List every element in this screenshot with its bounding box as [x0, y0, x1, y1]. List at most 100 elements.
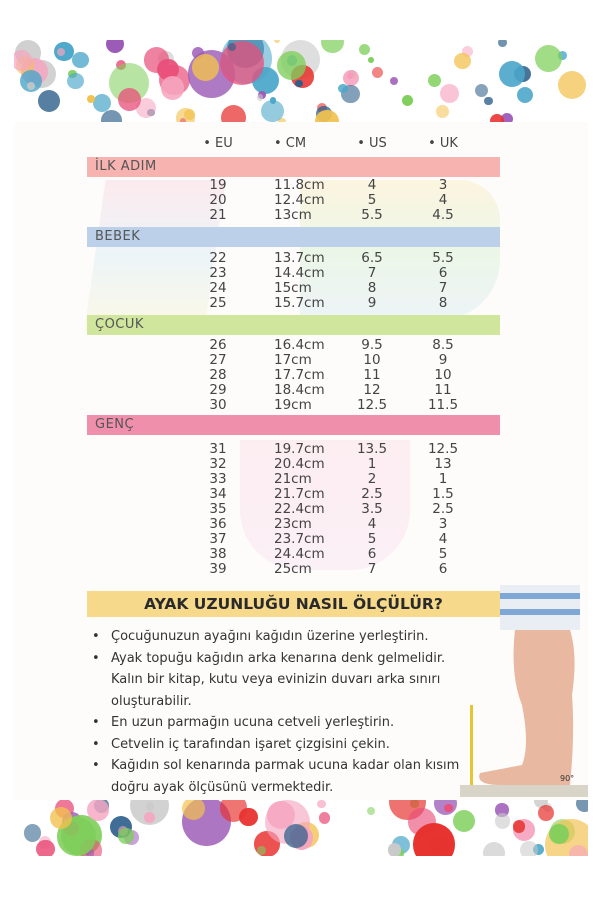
howto-steps: Çocuğunuzun ayağını kağıdın üzerine yerl…: [90, 626, 470, 798]
decorative-dot: [26, 82, 35, 91]
decorative-dot: [318, 812, 331, 824]
decorative-dot: [317, 800, 326, 808]
group-header: GENÇ: [87, 415, 500, 435]
decorative-dot: [284, 824, 309, 849]
decorative-dot: [93, 94, 112, 113]
cell-eu: 30: [209, 397, 227, 413]
table-row: 27 17cm 10 9: [0, 353, 600, 368]
cell-us: 13.5: [356, 441, 388, 457]
angle-label: 90°: [560, 774, 574, 783]
decorative-dot: [118, 88, 142, 112]
cell-us: 9: [367, 295, 377, 311]
cell-eu: 23: [209, 265, 227, 281]
table-row: 21 13cm 5.5 4.5: [0, 208, 600, 223]
decorative-dot: [143, 47, 170, 73]
cell-uk: 10: [434, 367, 452, 383]
cell-eu: 39: [209, 561, 227, 577]
cell-cm: 23cm: [274, 516, 312, 532]
table-row: 32 20.4cm 1 13: [0, 457, 600, 472]
cell-uk: 11.5: [427, 397, 459, 413]
decorative-dot: [494, 813, 511, 829]
footprint-watermark: [300, 180, 500, 320]
decorative-dot: [444, 803, 453, 813]
decorative-dots-top: [14, 40, 588, 122]
decorative-dot: [558, 51, 567, 60]
table-row: 19 11.8cm 4 3: [0, 178, 600, 193]
table-row: 20 12.4cm 5 4: [0, 193, 600, 208]
cell-us: 2: [367, 471, 377, 487]
cell-us: 12: [363, 382, 381, 398]
cell-cm: 12.4cm: [274, 192, 325, 208]
decorative-dot: [439, 83, 460, 104]
column-header-cm: • CM: [273, 136, 307, 151]
cell-eu: 25: [209, 295, 227, 311]
table-row: 22 13.7cm 6.5 5.5: [0, 251, 600, 266]
decorative-dot: [534, 45, 562, 73]
cell-us: 6.5: [361, 250, 383, 266]
cell-eu: 28: [209, 367, 227, 383]
decorative-dot: [274, 40, 281, 44]
decorative-dot: [67, 72, 84, 89]
cell-uk: 2.5: [432, 501, 454, 517]
column-header-eu: • EU: [203, 136, 233, 151]
decorative-dot: [71, 51, 89, 69]
decorative-dot: [260, 99, 284, 122]
cell-uk: 5: [438, 546, 448, 562]
cell-us: 9.5: [361, 337, 383, 353]
decorative-dot: [533, 844, 545, 856]
cell-uk: 6: [438, 561, 448, 577]
decorative-dot: [512, 820, 526, 834]
table-row: 23 14.4cm 7 6: [0, 266, 600, 281]
decorative-dot: [498, 40, 507, 47]
decorative-dot: [454, 52, 471, 70]
decorative-dot: [219, 800, 248, 822]
cell-eu: 31: [209, 441, 227, 457]
decorative-dot: [495, 803, 509, 817]
cell-eu: 32: [209, 456, 227, 472]
decorative-dot: [558, 71, 587, 100]
table-row: 25 15.7cm 9 8: [0, 296, 600, 311]
table-row: 26 16.4cm 9.5 8.5: [0, 338, 600, 353]
decorative-dot: [87, 800, 109, 821]
cell-eu: 35: [209, 501, 227, 517]
cell-eu: 37: [209, 531, 227, 547]
baby-leg-illustration: 90°: [460, 585, 588, 797]
column-header-uk: • UK: [428, 136, 458, 151]
cell-cm: 19cm: [274, 397, 312, 413]
cell-us: 1: [367, 456, 377, 472]
decorative-dot: [576, 800, 588, 813]
cell-eu: 20: [209, 192, 227, 208]
decorative-dot: [367, 807, 376, 816]
decorative-dot: [266, 800, 295, 829]
howto-step: Kağıdın sol kenarında parmak ucuna kadar…: [90, 755, 470, 798]
cell-eu: 21: [209, 207, 227, 223]
column-header-us: • US: [357, 136, 387, 151]
cell-eu: 26: [209, 337, 227, 353]
cell-us: 11: [363, 367, 381, 383]
cell-us: 2.5: [361, 486, 383, 502]
cell-eu: 19: [209, 177, 227, 193]
decorative-dot: [452, 809, 476, 833]
decorative-dot: [337, 83, 348, 94]
decorative-dot: [179, 118, 187, 122]
decorative-dot: [412, 822, 456, 856]
group-header: İLK ADIM: [87, 157, 500, 177]
cell-cm: 16.4cm: [274, 337, 325, 353]
decorative-dot: [19, 69, 42, 92]
cell-cm: 22.4cm: [274, 501, 325, 517]
decorative-dot: [321, 40, 344, 54]
cell-uk: 3: [438, 516, 448, 532]
decorative-dot: [359, 44, 371, 56]
decorative-dot: [278, 117, 286, 122]
decorative-dot: [23, 824, 42, 843]
decorative-dot: [86, 95, 95, 104]
decorative-dot: [482, 842, 506, 856]
decorative-dot: [368, 57, 375, 64]
cell-cm: 17cm: [274, 352, 312, 368]
cell-cm: 13cm: [274, 207, 312, 223]
cell-uk: 9: [438, 352, 448, 368]
cell-cm: 21cm: [274, 471, 312, 487]
decorative-dot: [135, 97, 157, 119]
cell-eu: 22: [209, 250, 227, 266]
decorative-dot: [295, 80, 303, 88]
